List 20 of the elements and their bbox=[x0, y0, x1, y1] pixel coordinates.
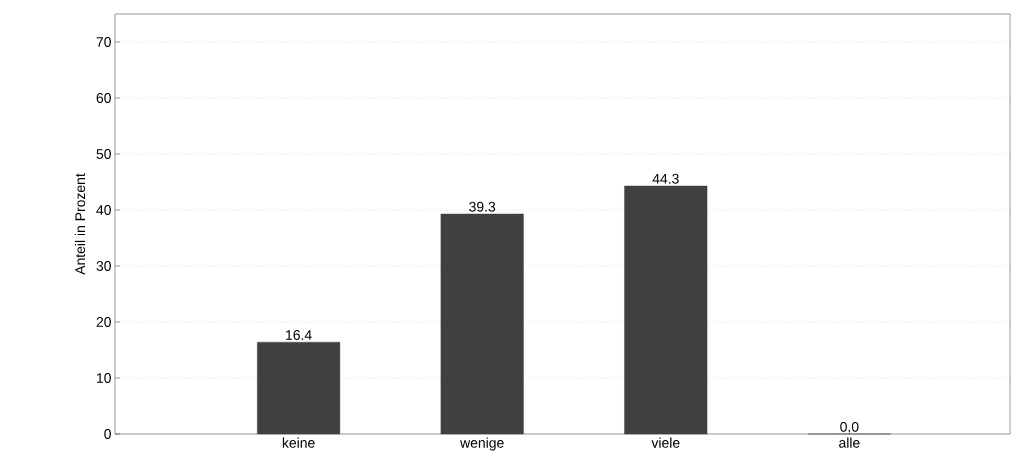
x-tick-label: keine bbox=[282, 437, 315, 448]
x-tick-label: alle bbox=[839, 437, 860, 448]
data-label: 16.4 bbox=[286, 330, 312, 340]
data-label: 0.0 bbox=[840, 421, 859, 432]
data-label: 39.3 bbox=[469, 201, 496, 212]
y-tick-label: 20 bbox=[96, 317, 111, 327]
x-tick-label: viele bbox=[651, 437, 680, 448]
bar bbox=[257, 341, 341, 435]
bar bbox=[440, 213, 524, 435]
y-axis-title: Anteil in Prozent bbox=[74, 173, 86, 275]
y-tick-label: 10 bbox=[97, 373, 111, 383]
y-tick-label: 60 bbox=[96, 93, 111, 103]
y-tick-label: 30 bbox=[96, 261, 111, 271]
y-tick-label: 40 bbox=[96, 205, 111, 215]
y-tick-label: 0 bbox=[104, 429, 111, 439]
bar bbox=[624, 185, 708, 435]
x-tick-label: wenige bbox=[460, 437, 504, 451]
y-tick-label: 50 bbox=[96, 149, 111, 159]
data-label: 44.3 bbox=[652, 173, 679, 184]
y-tick-label: 70 bbox=[96, 37, 111, 47]
